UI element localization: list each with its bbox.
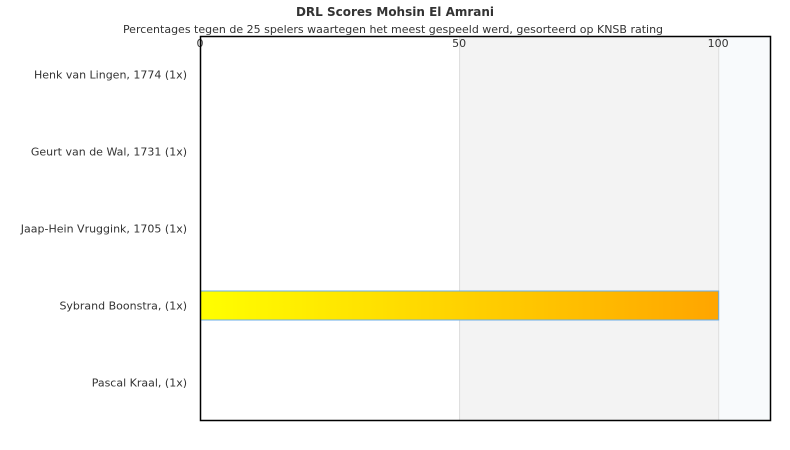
chart-subtitle: Percentages tegen de 25 spelers waartege… xyxy=(123,23,663,36)
bar xyxy=(200,290,720,321)
plot-frame xyxy=(199,35,772,422)
category-label: Jaap-Hein Vruggink, 1705 (1x) xyxy=(20,223,187,236)
x-tick-label: 50 xyxy=(452,37,466,50)
plot-band xyxy=(459,36,719,421)
category-label: Pascal Kraal, (1x) xyxy=(92,377,187,390)
plot-band xyxy=(718,36,770,421)
category-label: Henk van Lingen, 1774 (1x) xyxy=(34,69,187,82)
x-tick-label: 100 xyxy=(708,37,729,50)
category-label: Sybrand Boonstra, (1x) xyxy=(59,300,187,313)
chart-title: DRL Scores Mohsin El Amrani xyxy=(296,5,494,19)
category-label: Geurt van de Wal, 1731 (1x) xyxy=(31,146,187,159)
